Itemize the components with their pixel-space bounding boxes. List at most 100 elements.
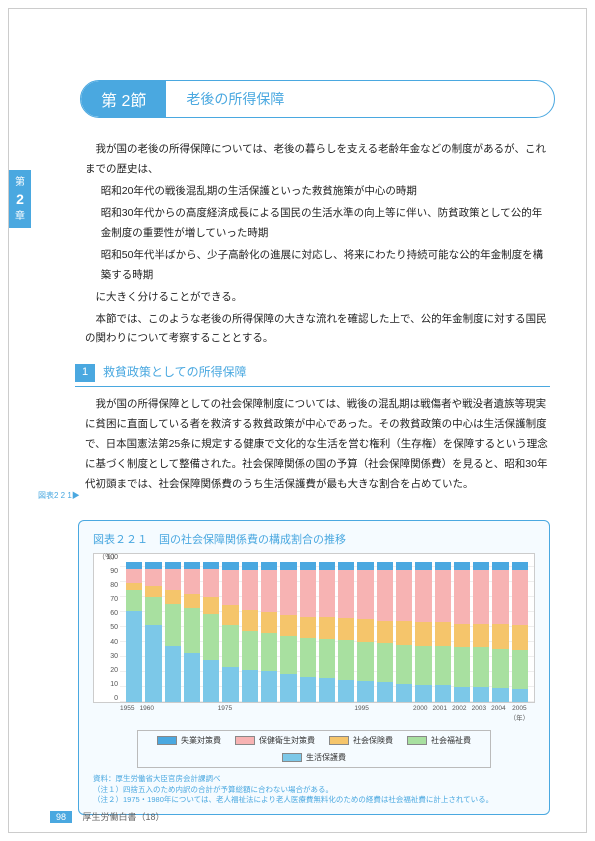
x-tick <box>158 705 175 722</box>
x-tick: 2004 <box>490 705 507 722</box>
bar-segment-welfare <box>126 583 142 590</box>
bar-segment-livelihood <box>145 625 161 702</box>
bar-segment-health <box>242 570 258 609</box>
bar-segment-unemp <box>203 562 219 569</box>
x-tick <box>236 705 253 722</box>
bar-segment-social <box>165 604 181 646</box>
bullet-1: 昭和20年代の戦後混乱期の生活保護といった救貧施策が中心の時期 <box>85 182 550 202</box>
bar-segment-welfare <box>319 617 335 639</box>
page-footer: 98 厚生労働白書（18） <box>50 810 165 823</box>
para-intro: 我が国の老後の所得保障については、老後の暮らしを支える老齢年金などの制度があるが… <box>85 140 550 180</box>
x-tick: 1960 <box>139 705 156 722</box>
stacked-bar <box>300 562 316 702</box>
subsection-header: 1 救貧政策としての所得保障 <box>75 361 550 387</box>
x-tick: 2000 <box>412 705 429 722</box>
bar-segment-livelihood <box>454 687 470 702</box>
bar-segment-social <box>435 646 451 685</box>
bar-segment-welfare <box>512 625 528 650</box>
bar-segment-livelihood <box>165 646 181 702</box>
figure-reference: 図表2 2 1▶ <box>38 490 80 501</box>
bar-segment-unemp <box>338 562 354 570</box>
section-title: 老後の所得保障 <box>166 89 284 109</box>
bar-segment-livelihood <box>242 670 258 702</box>
bar-segment-social <box>415 646 431 685</box>
y-tick: 20 <box>96 667 118 674</box>
bar-segment-welfare <box>300 617 316 638</box>
stacked-bar <box>319 562 335 702</box>
note-2: （注２）1975・1980年については、老人福祉法により老人医療費無料化のための… <box>93 795 535 806</box>
bar-segment-livelihood <box>319 678 335 702</box>
stacked-bar <box>184 562 200 702</box>
stacked-bar <box>454 562 470 702</box>
bar-segment-unemp <box>512 562 528 570</box>
x-tick <box>392 705 409 722</box>
x-tick <box>314 705 331 722</box>
bar-segment-livelihood <box>512 689 528 702</box>
chapter-tab-bottom: 章 <box>15 211 25 222</box>
bar-segment-health <box>512 570 528 625</box>
bar-segment-social <box>184 608 200 653</box>
legend-item: 社会福祉費 <box>407 735 471 746</box>
bar-segment-social <box>377 643 393 682</box>
bar-segment-unemp <box>242 562 258 570</box>
x-tick: 1955 <box>119 705 136 722</box>
bar-segment-livelihood <box>357 681 373 702</box>
bar-segment-health <box>300 570 316 616</box>
bar-segment-unemp <box>473 562 489 570</box>
bar-segment-health <box>435 570 451 622</box>
stacked-bar <box>280 562 296 702</box>
legend-label: 保健衛生対策費 <box>259 735 315 746</box>
x-tick <box>178 705 195 722</box>
bar-segment-welfare <box>165 590 181 604</box>
x-tick <box>373 705 390 722</box>
bar-segment-welfare <box>415 622 431 646</box>
x-tick: 2002 <box>451 705 468 722</box>
bar-segment-livelihood <box>280 674 296 702</box>
stacked-bar <box>357 562 373 702</box>
stacked-bar <box>261 562 277 702</box>
legend-swatch <box>282 753 302 762</box>
bar-segment-welfare <box>261 612 277 633</box>
bar-segment-health <box>473 570 489 623</box>
legend-label: 社会福祉費 <box>431 735 471 746</box>
bar-segment-welfare <box>435 622 451 646</box>
y-tick: 10 <box>96 681 118 688</box>
chart-area: （％） 0102030405060708090100 <box>93 553 535 703</box>
legend-label: 失業対策費 <box>181 735 221 746</box>
legend-label: 社会保険費 <box>353 735 393 746</box>
bar-segment-health <box>396 570 412 620</box>
para-close1: に大きく分けることができる。 <box>85 288 550 308</box>
bar-segment-livelihood <box>126 611 142 702</box>
bar-segment-social <box>126 590 142 611</box>
section-header: 第 2節 老後の所得保障 <box>80 80 555 118</box>
bar-segment-health <box>165 569 181 590</box>
y-tick: 50 <box>96 624 118 631</box>
x-tick <box>256 705 273 722</box>
note-1: （注１）四捨五入のため内訳の合計が予算総額に合わない場合がある。 <box>93 785 535 796</box>
bar-segment-social <box>357 642 373 681</box>
bar-segment-welfare <box>145 586 161 597</box>
note-source: 資料：厚生労働省大臣官房会計課調べ <box>93 774 535 785</box>
bar-segment-social <box>492 649 508 688</box>
stacked-bar <box>145 562 161 702</box>
stacked-bar <box>377 562 393 702</box>
x-tick: 2003 <box>471 705 488 722</box>
bars-container <box>120 554 534 702</box>
stacked-bar <box>242 562 258 702</box>
bar-segment-social <box>512 650 528 689</box>
bar-segment-social <box>473 647 489 686</box>
bar-segment-welfare <box>242 610 258 631</box>
chart-legend: 失業対策費保健衛生対策費社会保険費社会福祉費生活保護費 <box>137 730 491 768</box>
section-badge: 第 2節 <box>81 81 166 117</box>
bar-segment-welfare <box>454 624 470 648</box>
bar-segment-health <box>338 570 354 618</box>
bar-segment-unemp <box>222 562 238 570</box>
legend-swatch <box>157 736 177 745</box>
bar-segment-welfare <box>203 597 219 614</box>
bar-segment-livelihood <box>203 660 219 702</box>
bar-segment-health <box>415 570 431 622</box>
legend-swatch <box>235 736 255 745</box>
chapter-tab-top: 第 <box>15 177 25 188</box>
bar-segment-unemp <box>396 562 412 570</box>
stacked-bar <box>415 562 431 702</box>
